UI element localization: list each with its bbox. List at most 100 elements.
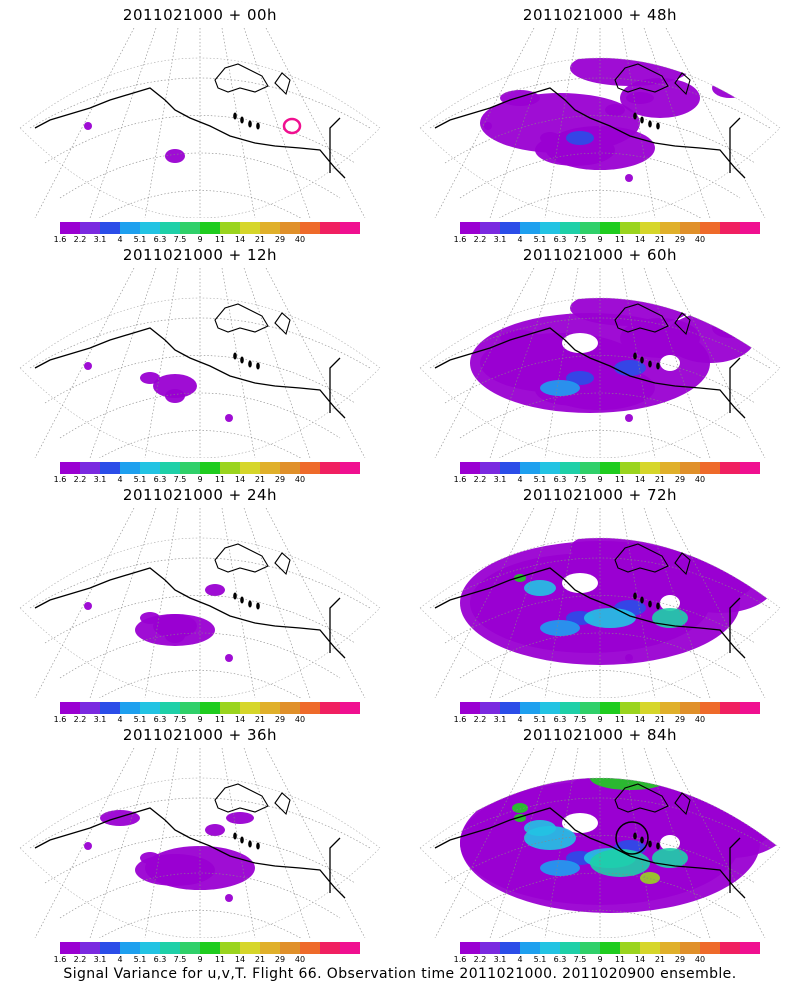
colorbar-swatch bbox=[700, 222, 720, 234]
colorbar-swatch bbox=[660, 702, 680, 714]
colorbar-swatch bbox=[240, 702, 260, 714]
colorbar-swatch bbox=[260, 942, 280, 954]
colorbar-tick-label: 5.1 bbox=[533, 715, 547, 724]
colorbar-tick-label: 1.6 bbox=[453, 715, 467, 724]
colorbar-swatch bbox=[220, 462, 240, 474]
colorbar-tick-label: 4 bbox=[517, 955, 523, 964]
colorbar-tick-label: 7.5 bbox=[573, 715, 587, 724]
colorbar-tick-label: 29 bbox=[274, 235, 286, 244]
map-panel: 2011021000 + 36h 1.6 2.2 3.1 4 5.1 6.3 7.5 9 11 14… bbox=[0, 720, 400, 965]
colorbar-swatch bbox=[540, 942, 560, 954]
colorbar-tick-label: 14 bbox=[634, 715, 646, 724]
colorbar-tick-label: 2.2 bbox=[73, 235, 87, 244]
colorbar-swatch bbox=[720, 702, 740, 714]
colorbar-tick-label: 5.1 bbox=[533, 235, 547, 244]
colorbar-tick-label: 6.3 bbox=[153, 475, 167, 484]
colorbar-tick-label: 4 bbox=[117, 475, 123, 484]
colorbar-swatch bbox=[280, 462, 300, 474]
colorbar-tick-label: 40 bbox=[294, 235, 306, 244]
colorbar-swatch bbox=[560, 942, 580, 954]
colorbar-swatch bbox=[560, 702, 580, 714]
colorbar-swatch bbox=[160, 462, 180, 474]
colorbar-swatch bbox=[660, 942, 680, 954]
colorbar-swatch bbox=[200, 942, 220, 954]
colorbar-tick-label: 1.6 bbox=[53, 715, 67, 724]
colorbar-swatch bbox=[80, 462, 100, 474]
colorbar-tick-label: 6.3 bbox=[553, 715, 567, 724]
colorbar-tick-label: 2.2 bbox=[473, 955, 487, 964]
colorbar-swatch bbox=[320, 942, 340, 954]
colorbar bbox=[60, 222, 360, 234]
colorbar-tick-label: 2.2 bbox=[473, 235, 487, 244]
panel-title: 2011021000 + 00h bbox=[122, 6, 278, 24]
colorbar-tick-label: 21 bbox=[254, 475, 266, 484]
colorbar-swatch bbox=[600, 462, 620, 474]
polar-map bbox=[419, 508, 781, 698]
colorbar-swatch bbox=[520, 942, 540, 954]
colorbar-tick-label: 14 bbox=[634, 475, 646, 484]
colorbar-tick-label: 1.6 bbox=[53, 475, 67, 484]
colorbar-tick-label: 11 bbox=[214, 715, 226, 724]
colorbar-tick-label: 4 bbox=[117, 235, 123, 244]
colorbar-tick-label: 29 bbox=[674, 715, 686, 724]
polar-map bbox=[19, 28, 381, 218]
colorbar-swatch bbox=[220, 222, 240, 234]
colorbar-tick-label: 11 bbox=[614, 235, 626, 244]
colorbar-swatch bbox=[480, 702, 500, 714]
colorbar-tick-label: 11 bbox=[214, 955, 226, 964]
colorbar-swatch bbox=[340, 462, 360, 474]
colorbar-tick-label: 9 bbox=[597, 235, 603, 244]
panel-title: 2011021000 + 72h bbox=[522, 486, 678, 504]
colorbar-swatch bbox=[520, 702, 540, 714]
colorbar-tick-label: 11 bbox=[614, 955, 626, 964]
colorbar-tick-label: 4 bbox=[517, 715, 523, 724]
figure-caption: Signal Variance for u,v,T. Flight 66. Ob… bbox=[63, 966, 737, 982]
colorbar-swatch bbox=[280, 222, 300, 234]
colorbar-swatch bbox=[720, 222, 740, 234]
colorbar-tick-label: 40 bbox=[294, 955, 306, 964]
colorbar-tick-label: 7.5 bbox=[173, 475, 187, 484]
colorbar-tick-label: 40 bbox=[294, 475, 306, 484]
colorbar-labels: 1.6 2.2 3.1 4 5.1 6.3 7.5 9 11 14 21 29 40 bbox=[454, 715, 760, 725]
colorbar-swatch bbox=[300, 942, 320, 954]
colorbar bbox=[460, 942, 760, 954]
map-panel: 2011021000 + 48h 1.6 2.2 3.1 4 5.1 6.3 7.5 9 11 14… bbox=[400, 0, 800, 245]
colorbar-swatch bbox=[340, 942, 360, 954]
colorbar-tick-label: 7.5 bbox=[173, 715, 187, 724]
colorbar-tick-label: 9 bbox=[597, 715, 603, 724]
colorbar-tick-label: 6.3 bbox=[553, 235, 567, 244]
colorbar-swatch bbox=[300, 222, 320, 234]
colorbar-tick-label: 14 bbox=[634, 235, 646, 244]
colorbar-swatch bbox=[120, 942, 140, 954]
colorbar-swatch bbox=[640, 222, 660, 234]
colorbar-swatch bbox=[320, 222, 340, 234]
colorbar-tick-label: 3.1 bbox=[493, 715, 507, 724]
colorbar-swatch bbox=[260, 462, 280, 474]
colorbar-tick-label: 14 bbox=[234, 475, 246, 484]
colorbar-swatch bbox=[340, 702, 360, 714]
colorbar-tick-label: 7.5 bbox=[573, 475, 587, 484]
colorbar-labels: 1.6 2.2 3.1 4 5.1 6.3 7.5 9 11 14 21 29 40 bbox=[454, 955, 760, 965]
colorbar-labels: 1.6 2.2 3.1 4 5.1 6.3 7.5 9 11 14 21 29 40 bbox=[54, 235, 360, 245]
colorbar-swatch bbox=[100, 942, 120, 954]
colorbar-swatch bbox=[720, 462, 740, 474]
colorbar bbox=[460, 702, 760, 714]
panel-title: 2011021000 + 60h bbox=[522, 246, 678, 264]
colorbar-swatch bbox=[120, 702, 140, 714]
colorbar-swatch bbox=[60, 942, 80, 954]
colorbar-swatch bbox=[540, 462, 560, 474]
colorbar-tick-label: 6.3 bbox=[553, 955, 567, 964]
colorbar-swatch bbox=[580, 462, 600, 474]
colorbar-swatch bbox=[240, 942, 260, 954]
colorbar-tick-label: 1.6 bbox=[453, 235, 467, 244]
colorbar-tick-label: 3.1 bbox=[93, 235, 107, 244]
colorbar-swatch bbox=[580, 942, 600, 954]
map-panel: 2011021000 + 12h 1.6 2.2 3.1 4 5.1 6.3 7.5 9 11 14… bbox=[0, 240, 400, 485]
colorbar-tick-label: 14 bbox=[234, 715, 246, 724]
colorbar-tick-label: 2.2 bbox=[73, 955, 87, 964]
colorbar-swatch bbox=[620, 462, 640, 474]
colorbar bbox=[60, 942, 360, 954]
colorbar-tick-label: 7.5 bbox=[173, 235, 187, 244]
colorbar-tick-label: 9 bbox=[597, 475, 603, 484]
colorbar-swatch bbox=[660, 222, 680, 234]
